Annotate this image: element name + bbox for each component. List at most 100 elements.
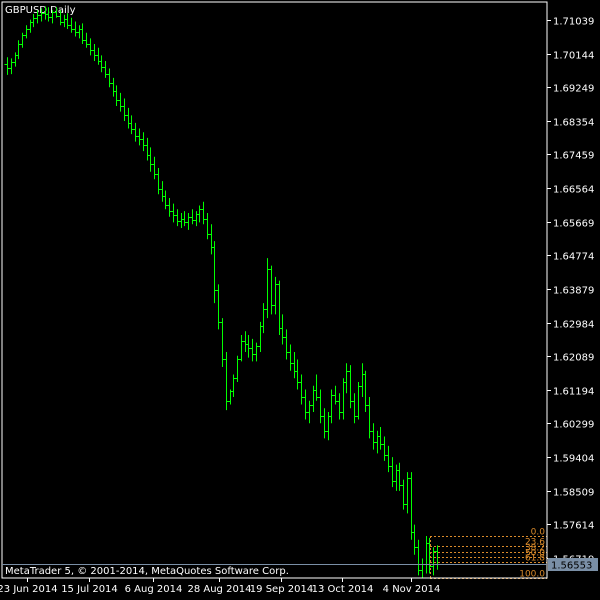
ohlc-bar <box>276 280 283 336</box>
ohlc-bar <box>287 344 294 371</box>
ohlc-bar <box>359 363 366 398</box>
ohlc-bar <box>106 68 113 88</box>
time-axis: 23 Jun 2014 15 Jul 2014 6 Aug 2014 28 Aug 2… <box>0 578 440 595</box>
ohlc-bar <box>381 436 388 461</box>
y-tick-label: 1.70144 <box>553 51 594 62</box>
y-tick-label: 1.58509 <box>553 488 594 499</box>
fib-level-label: 0.0 <box>531 528 546 538</box>
ohlc-bar <box>189 209 196 225</box>
y-tick-label: 1.57614 <box>553 521 594 532</box>
ohlc-bar <box>147 147 154 172</box>
ohlc-bar <box>249 338 256 362</box>
ohlc-bar <box>260 303 267 334</box>
ohlc-bar <box>310 385 317 413</box>
ohlc-bar <box>125 107 132 129</box>
ohlc-bar <box>389 457 396 488</box>
ohlc-bar <box>15 40 22 60</box>
chart-title: GBPUSD,Daily <box>5 5 76 16</box>
ohlc-bar <box>87 38 94 56</box>
y-tick-label: 1.59404 <box>553 454 594 465</box>
ohlc-bar <box>76 25 83 39</box>
ohlc-bar <box>23 25 30 39</box>
ohlc-bar <box>291 351 298 379</box>
ohlc-bar <box>200 201 207 225</box>
ohlc-bar <box>317 389 324 424</box>
x-tick-label: 4 Nov 2014 <box>383 584 441 595</box>
ohlc-bar <box>377 427 384 450</box>
copyright-text: MetaTrader 5, © 2001-2014, MetaQuotes So… <box>5 566 289 577</box>
ohlc-bar <box>181 211 188 227</box>
ohlc-bar <box>426 537 433 574</box>
y-tick-label: 1.66564 <box>553 185 594 196</box>
ohlc-bar <box>193 211 200 227</box>
ohlc-bar <box>374 430 381 454</box>
price-axis: 1.71039 1.70144 1.69249 1.68354 1.67459 1.665… <box>547 17 594 566</box>
ohlc-bar <box>343 363 350 394</box>
y-tick-label: 1.61194 <box>553 387 594 398</box>
ohlc-bar <box>91 44 98 61</box>
ohlc-bar <box>162 190 169 210</box>
ohlc-bar <box>313 374 320 401</box>
fib-level-label: 61.8 <box>525 554 545 564</box>
ohlc-bar <box>178 213 185 229</box>
ohlc-bar <box>8 58 15 75</box>
ohlc-bar <box>400 479 407 510</box>
ohlc-bar <box>155 167 162 195</box>
ohlc-bar <box>253 342 260 362</box>
ohlc-bar <box>185 213 192 230</box>
y-tick-label: 1.62984 <box>553 320 594 331</box>
fib-level-label: 38.2 <box>525 544 545 554</box>
ohlc-bar <box>336 393 343 420</box>
ohlc-bar <box>230 374 237 398</box>
price-tag-box <box>548 558 598 571</box>
ohlc-bar <box>196 205 203 223</box>
ohlc-bar <box>238 335 245 362</box>
y-tick-label: 1.62089 <box>553 353 594 364</box>
ohlc-bar <box>170 203 177 223</box>
y-tick-label: 1.60299 <box>553 420 594 431</box>
ohlc-bar <box>136 128 143 146</box>
ohlc-bar <box>294 359 301 390</box>
ohlc-bar <box>166 198 173 217</box>
ohlc-bar <box>272 276 279 315</box>
ohlc-bar <box>121 98 128 122</box>
ohlc-bar <box>279 314 286 345</box>
fibonacci-retracement: 0.023.638.250.061.8 100.0 <box>430 528 547 580</box>
y-tick-label: 1.65669 <box>553 219 594 230</box>
x-tick-label: 15 Jul 2014 <box>61 584 118 595</box>
price-tag-label: 1.56553 <box>551 561 592 572</box>
ohlc-bar <box>117 92 124 112</box>
ohlc-bar <box>355 381 362 420</box>
y-tick-label: 1.71039 <box>553 17 594 28</box>
ohlc-bar <box>4 57 11 75</box>
ohlc-bar <box>211 241 218 304</box>
ohlc-bar <box>328 389 335 424</box>
ohlc-bar <box>159 181 166 202</box>
ohlc-bar <box>264 258 271 319</box>
ohlc-bar <box>283 329 290 360</box>
ohlc-bar <box>340 378 347 420</box>
x-tick-label: 23 Jun 2014 <box>0 584 58 595</box>
fib-level-label: 100.0 <box>519 570 545 580</box>
ohlc-bars <box>4 6 441 578</box>
ohlc-bar <box>72 21 79 37</box>
ohlc-bar <box>321 408 328 439</box>
ohlc-bar <box>396 462 403 491</box>
ohlc-bar <box>140 132 147 152</box>
ohlc-bar <box>98 55 105 73</box>
y-tick-label: 1.67459 <box>553 151 594 162</box>
fib-level-label: 23.6 <box>525 538 545 548</box>
ohlc-bar <box>419 558 426 578</box>
ohlc-bar <box>128 115 135 135</box>
current-price-tag: 1.56553 <box>548 558 598 572</box>
x-tick-label: 19 Sep 2014 <box>250 584 313 595</box>
ohlc-bar <box>95 47 102 65</box>
ohlc-bar <box>242 331 249 352</box>
plot-frame <box>1 1 548 579</box>
ohlc-bar <box>27 19 34 33</box>
ohlc-bar <box>370 423 377 450</box>
x-tick-label: 28 Aug 2014 <box>187 584 251 595</box>
y-tick-label: 1.69249 <box>553 84 594 95</box>
